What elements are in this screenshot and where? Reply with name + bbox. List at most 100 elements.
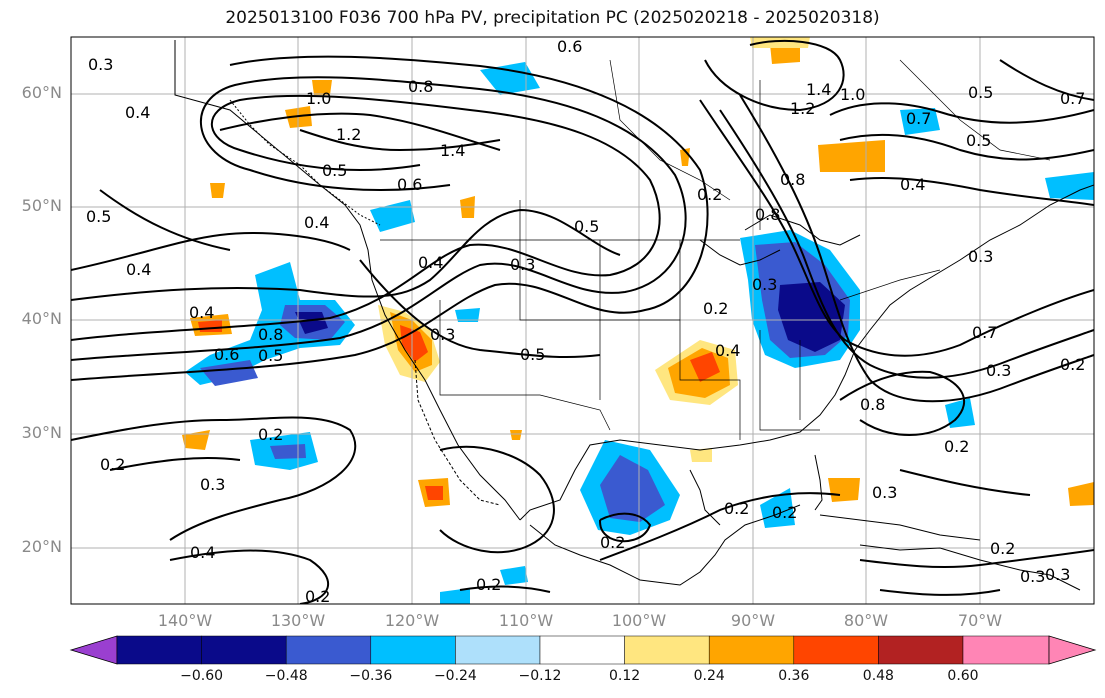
colorbar-tick-label: 0.36 — [778, 668, 810, 684]
contour-label: 0.4 — [418, 253, 443, 272]
graticule — [71, 37, 1094, 604]
contour-label: 0.5 — [86, 207, 111, 226]
contour-label: 0.2 — [476, 575, 501, 594]
contour-label: 0.7 — [906, 109, 931, 128]
contour-label: 0.2 — [258, 425, 283, 444]
contour-label: 0.8 — [755, 205, 780, 224]
contour-label: 0.2 — [990, 539, 1015, 558]
lat-label: 30°N — [21, 423, 62, 442]
colorbar-tick-label: −0.36 — [349, 668, 393, 684]
contour-label: 0.3 — [968, 247, 993, 266]
colorbar-tick-label: −0.60 — [180, 668, 224, 684]
contour-label: 0.5 — [520, 345, 545, 364]
contour-label: 1.0 — [306, 89, 331, 108]
colorbar-tick-label: 0.12 — [609, 668, 641, 684]
contour-label: 0.3 — [1045, 565, 1070, 584]
lon-label: 120°W — [384, 611, 440, 630]
lat-label: 50°N — [21, 196, 62, 215]
lat-label: 20°N — [21, 537, 62, 556]
contour-label: 0.2 — [305, 587, 330, 606]
contour-label: 0.2 — [703, 299, 728, 318]
contour-label: 0.2 — [944, 437, 969, 456]
colorbar-bin — [116, 635, 202, 665]
contour-label: 0.6 — [557, 37, 582, 56]
coastlines — [174, 40, 1094, 591]
contour-label: 0.4 — [304, 213, 329, 232]
map-area: 0.3 0.4 1.0 0.8 1.2 1.4 0.6 0.5 0.4 0.6 … — [71, 37, 1094, 606]
colorbar-tick-label: 0.24 — [693, 668, 725, 684]
contour-label: 1.2 — [790, 99, 815, 118]
contour-label: 0.8 — [860, 395, 885, 414]
lon-label: 80°W — [843, 611, 889, 630]
pv-contours — [71, 39, 1094, 604]
lon-label: 130°W — [270, 611, 326, 630]
lon-label: 140°W — [157, 611, 213, 630]
contour-label: 0.8 — [408, 77, 433, 96]
colorbar-extend-high — [1048, 635, 1097, 665]
contour-label: 0.2 — [724, 499, 749, 518]
contour-label: 0.2 — [1060, 355, 1085, 374]
colorbar — [69, 635, 1097, 665]
contour-label: 0.5 — [258, 346, 283, 365]
colorbar-bin — [370, 635, 456, 665]
colorbar-bin — [285, 635, 372, 665]
contour-label: 0.3 — [752, 275, 777, 294]
contour-labels: 0.3 0.4 1.0 0.8 1.2 1.4 0.6 0.5 0.4 0.6 … — [86, 37, 1085, 606]
contour-label: 0.4 — [715, 341, 740, 360]
contour-label: 0.2 — [100, 455, 125, 474]
colorbar-tick-label: −0.24 — [433, 668, 477, 684]
colorbar-bin — [878, 635, 964, 665]
lat-label: 60°N — [21, 83, 62, 102]
colorbar-tick-label: −0.12 — [518, 668, 562, 684]
contour-label: 0.4 — [900, 175, 925, 194]
contour-label: 0.3 — [430, 325, 455, 344]
contour-label: 0.3 — [200, 475, 225, 494]
contour-label: 0.3 — [88, 55, 113, 74]
colorbar-tick-label: 0.48 — [862, 668, 894, 684]
contour-label: 0.5 — [968, 83, 993, 102]
contour-label: 0.6 — [214, 345, 239, 364]
colorbar-tick-label: 0.60 — [947, 668, 979, 684]
lon-label: 100°W — [611, 611, 667, 630]
map-frame — [70, 36, 1095, 605]
contour-label: 0.3 — [1020, 567, 1045, 586]
lat-label: 40°N — [21, 309, 62, 328]
contour-label: 0.4 — [126, 260, 151, 279]
contour-label: 1.4 — [440, 141, 465, 160]
contour-label: 1.2 — [336, 125, 361, 144]
colorbar-bin — [962, 635, 1050, 665]
contour-label: 0.4 — [125, 103, 150, 122]
contour-label: 0.5 — [966, 131, 991, 150]
contour-label: 1.0 — [840, 85, 865, 104]
contour-label: 0.2 — [600, 533, 625, 552]
contour-label: 0.4 — [190, 543, 215, 562]
colorbar-extend-low — [69, 635, 118, 665]
contour-label: 0.5 — [574, 217, 599, 236]
lon-label: 90°W — [730, 611, 776, 630]
contour-label: 1.4 — [806, 80, 831, 99]
contour-label: 0.2 — [697, 185, 722, 204]
colorbar-bin — [793, 635, 879, 665]
contour-label: 0.3 — [986, 361, 1011, 380]
contour-label: 0.7 — [1060, 89, 1085, 108]
colorbar-tick-label: −0.48 — [264, 668, 308, 684]
contour-label: 0.3 — [872, 483, 897, 502]
colorbar-bin — [455, 635, 541, 665]
colorbar-bin — [539, 635, 625, 665]
contour-label: 0.7 — [972, 323, 997, 342]
contour-label: 0.5 — [322, 161, 347, 180]
contour-label: 0.8 — [780, 170, 805, 189]
colorbar-bin — [708, 635, 795, 665]
contour-label: 0.6 — [397, 175, 422, 194]
contour-label: 0.4 — [189, 303, 214, 322]
lon-label: 70°W — [957, 611, 1003, 630]
colorbar-bin — [624, 635, 710, 665]
contour-label: 0.2 — [772, 503, 797, 522]
lon-label: 110°W — [498, 611, 554, 630]
precip-shading — [182, 37, 1094, 604]
contour-label: 0.8 — [258, 325, 283, 344]
contour-label: 0.3 — [510, 255, 535, 274]
colorbar-bin — [201, 635, 287, 665]
map-title: 2025013100 F036 700 hPa PV, precipitatio… — [225, 8, 880, 28]
